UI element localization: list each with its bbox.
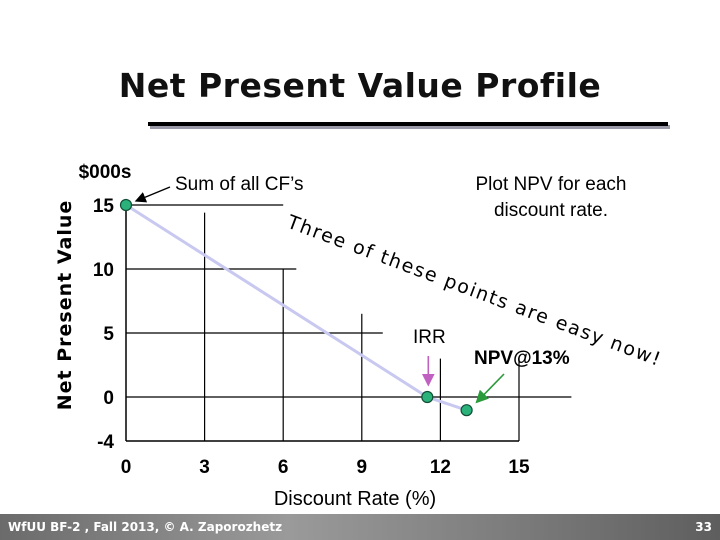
plot-note-line2: discount rate.	[494, 200, 608, 221]
annotation-arrows	[134, 186, 505, 404]
npv-point-2	[460, 404, 473, 417]
y-tick-label-4: -4	[97, 432, 114, 453]
chart-grid	[125, 204, 572, 442]
y-tick-label-2: 5	[103, 324, 114, 345]
x-tick-label-0: 0	[121, 457, 132, 478]
npv13-annotation: NPV@13%	[474, 348, 570, 369]
npv13-arrow	[475, 373, 505, 404]
x-tick-label-5: 15	[508, 457, 530, 478]
title-underline	[148, 122, 668, 126]
footer-credit: WfUU BF-2 , Fall 2013, © A. Zaporozhetz	[8, 520, 283, 534]
irr-annotation: IRR	[413, 327, 446, 348]
x-tick-label-3: 9	[357, 457, 368, 478]
slide-footer: WfUU BF-2 , Fall 2013, © A. Zaporozhetz …	[0, 514, 720, 540]
y-tick-label-1: 10	[93, 260, 114, 281]
tick-labels: 0 3 6 9 12 15 15 10 5 0 -4	[93, 196, 530, 478]
sum-cf-annotation: Sum of all CF’s	[175, 174, 303, 195]
y-tick-label-0: 15	[93, 196, 115, 217]
page-number: 33	[695, 520, 712, 534]
npv-markers	[119, 198, 473, 417]
x-tick-label-2: 6	[278, 457, 289, 478]
x-tick-label-4: 12	[430, 457, 451, 478]
npv-profile-chart: 0 3 6 9 12 15 15 10 5 0 -4 Net Present Value Disco…	[54, 162, 665, 510]
x-tick-label-1: 3	[199, 457, 210, 478]
sum-cf-arrow	[134, 186, 171, 203]
plot-note-line1: Plot NPV for each	[475, 174, 626, 195]
x-axis-label: Discount Rate (%)	[274, 488, 436, 510]
slide-title: Net Present Value Profile	[118, 66, 602, 105]
y-unit-label: $000s	[79, 162, 132, 183]
y-axis-label: Net Present Value	[54, 200, 76, 411]
y-tick-label-3: 0	[103, 388, 114, 409]
npv-point-0	[119, 198, 133, 212]
npv-point-1	[421, 390, 434, 404]
